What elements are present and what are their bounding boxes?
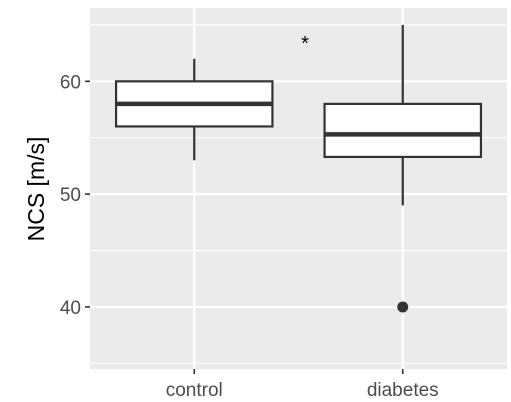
outlier-point <box>397 301 409 313</box>
y-axis: 40 50 60 <box>60 72 90 319</box>
plot-panel <box>90 8 507 369</box>
y-axis-title: NCS [m/s] <box>23 137 49 242</box>
x-tick-label: control <box>166 380 223 401</box>
box-body <box>323 102 483 159</box>
x-tick-label: diabetes <box>367 380 439 401</box>
y-tick-label: 60 <box>60 72 81 93</box>
minor-gridlines <box>90 24 507 364</box>
y-tick-label: 40 <box>60 298 81 319</box>
x-axis: control diabetes <box>166 369 439 401</box>
boxes <box>114 24 483 313</box>
box-control <box>114 58 274 161</box>
y-tick-label: 50 <box>60 185 81 206</box>
box-diabetes <box>323 24 483 313</box>
significance-annotation: * <box>301 33 309 55</box>
